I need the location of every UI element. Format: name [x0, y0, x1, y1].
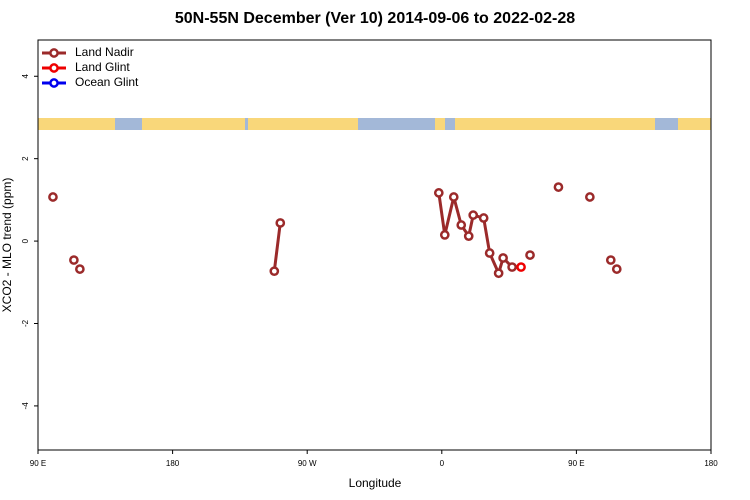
point — [69, 255, 79, 265]
x-tick-label: 180 — [704, 459, 718, 468]
point — [433, 188, 444, 198]
y-axis-label: XCO2 - MLO trend (ppm) — [0, 178, 14, 313]
point — [48, 192, 58, 202]
point — [275, 218, 286, 228]
legend-marker — [49, 63, 59, 73]
legend-marker — [49, 48, 59, 58]
point — [269, 266, 280, 277]
point — [516, 262, 526, 272]
point — [525, 250, 535, 260]
legend-label: Ocean Glint — [75, 75, 139, 89]
point — [456, 220, 467, 230]
point — [75, 264, 85, 274]
point — [585, 192, 595, 202]
x-tick-label: 90 E — [568, 459, 584, 468]
point — [553, 182, 564, 192]
point — [498, 253, 508, 263]
plot-frame — [37, 39, 712, 451]
point — [468, 210, 479, 220]
point — [463, 231, 474, 241]
y-tick-label: 0 — [21, 238, 30, 243]
y-tick-label: 4 — [21, 73, 30, 78]
x-tick-label: 90 W — [298, 459, 317, 468]
x-tick-label: 0 — [440, 459, 445, 468]
point — [439, 230, 450, 240]
point — [611, 264, 622, 274]
point — [478, 213, 489, 223]
map-strip — [38, 118, 711, 130]
x-axis-label: Longitude — [349, 476, 402, 490]
legend-label: Land Glint — [75, 60, 130, 74]
y-tick-label: -2 — [21, 319, 30, 327]
point — [484, 248, 495, 258]
point — [507, 262, 517, 272]
x-tick-label: 90 E — [30, 459, 46, 468]
point — [493, 268, 504, 279]
point — [605, 255, 616, 265]
y-tick-label: -4 — [21, 402, 30, 410]
point — [448, 192, 459, 202]
x-tick-label: 180 — [166, 459, 180, 468]
chart-title: 50N-55N December (Ver 10) 2014-09-06 to … — [175, 10, 575, 27]
legend-label: Land Nadir — [75, 45, 134, 59]
legend-marker — [49, 78, 59, 88]
y-tick-label: 2 — [21, 156, 30, 161]
